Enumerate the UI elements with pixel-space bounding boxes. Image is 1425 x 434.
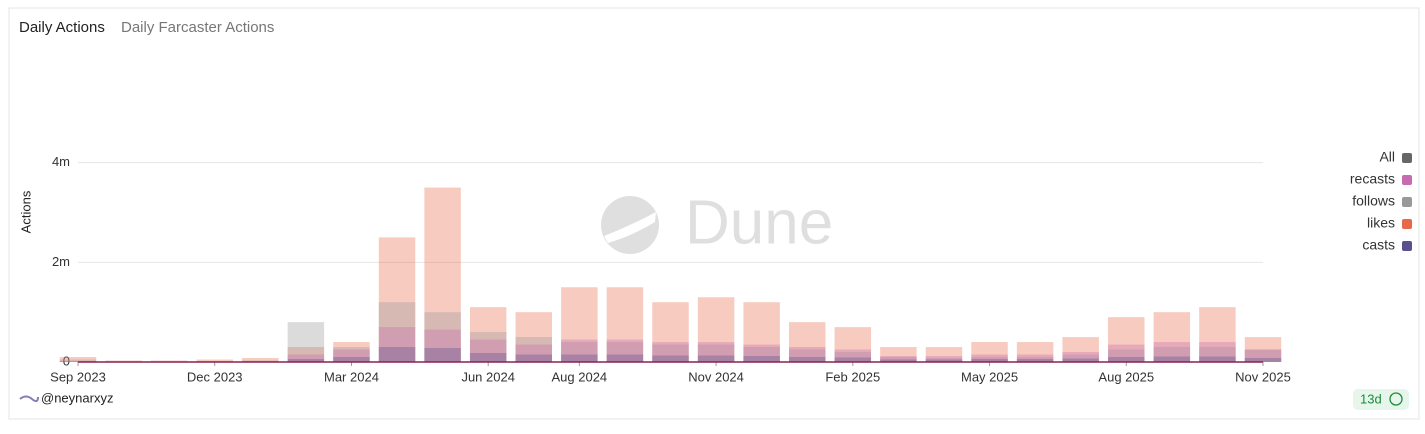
bar [1199,357,1235,362]
bar [516,355,552,362]
x-tick-label: Aug 2025 [1098,369,1154,384]
bar [424,348,460,362]
x-tick-label: Feb 2025 [825,369,880,384]
x-tick-label: Nov 2024 [688,369,744,384]
legend-swatch [1402,219,1412,229]
legend-label[interactable]: All [1379,149,1395,165]
tab-active[interactable]: Daily Actions [19,19,105,36]
bar [652,356,688,362]
footer-handle[interactable]: @neynarxyz [41,390,113,405]
bar [379,347,415,362]
bar [743,356,779,362]
y-axis-label: Actions [18,190,33,233]
x-tick-label: May 2025 [961,369,1018,384]
x-tick-label: Aug 2024 [552,369,608,384]
watermark: Dune [601,188,833,257]
legend-label[interactable]: likes [1367,215,1395,231]
x-tick-label: Nov 2025 [1235,369,1291,384]
legend-swatch [1402,241,1412,251]
y-tick-label: 4m [52,154,70,169]
y-tick-label: 2m [52,254,70,269]
bar [561,355,597,362]
legend-swatch [1402,197,1412,207]
tab[interactable]: Daily Farcaster Actions [121,19,274,36]
bar [698,356,734,362]
bar [607,355,643,362]
legend-swatch [1402,153,1412,163]
legend-label[interactable]: recasts [1350,171,1395,187]
legend-swatch [1402,175,1412,185]
watermark-text: Dune [685,188,833,257]
bar [470,353,506,362]
bar [1154,357,1190,362]
legend-label[interactable]: casts [1362,237,1395,253]
badge-text: 13d [1360,391,1382,406]
x-tick-label: Sep 2023 [50,369,106,384]
x-tick-label: Jun 2024 [461,369,515,384]
x-tick-label: Dec 2023 [187,369,243,384]
x-tick-label: Mar 2024 [324,369,379,384]
legend-label[interactable]: follows [1352,193,1395,209]
